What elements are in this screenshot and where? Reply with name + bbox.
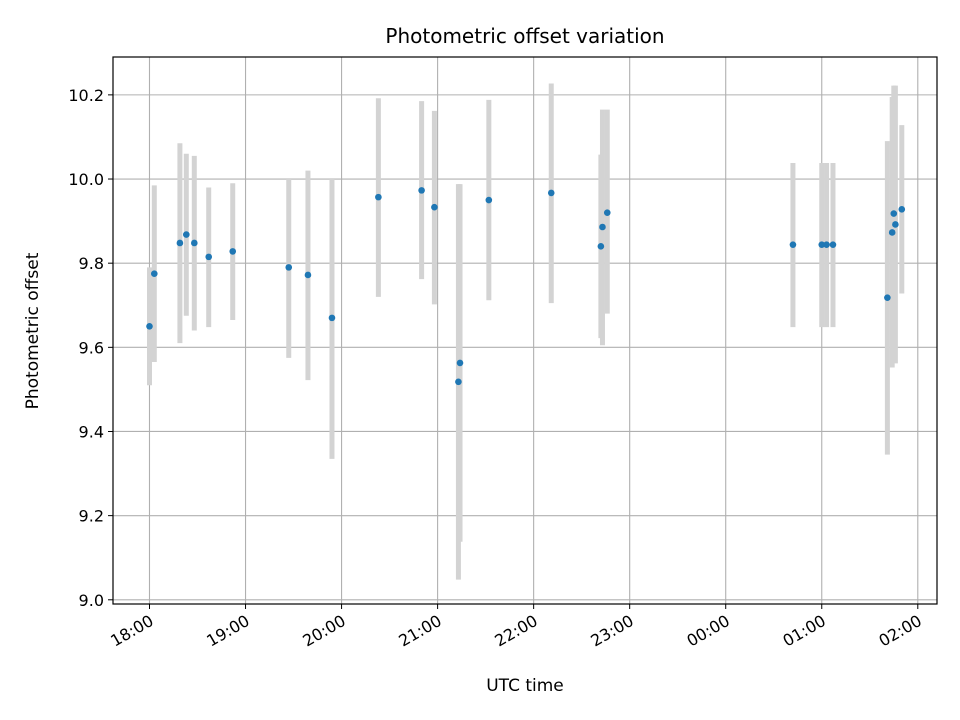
y-tick-label: 9.8 [79,254,104,273]
y-tick-label: 9.6 [79,338,104,357]
y-tick-label: 10.2 [68,86,104,105]
data-point [818,241,826,248]
data-point [191,239,198,247]
data-point [823,241,830,248]
y-axis-ticks: 9.0 9.2 9.4 9.6 9.8 10.0 10.2 [68,86,113,610]
chart-title: Photometric offset variation [385,24,664,48]
data-point [150,270,158,277]
plot-frame [112,56,938,605]
y-tick-label: 9.4 [79,422,104,441]
data-point [789,241,797,248]
data-point [176,239,184,247]
data-point [884,294,891,301]
data-point [597,243,605,250]
data-point [183,231,190,238]
data-point [603,209,611,216]
y-tick-label: 9.2 [79,507,104,526]
data-points [146,187,906,386]
y-tick-label: 10.0 [68,170,104,189]
data-point [599,223,606,231]
data-point [146,322,153,330]
data-point [890,210,898,217]
data-point [485,196,493,204]
data-point [418,187,425,194]
x-axis-label: UTC time [486,676,564,696]
data-point [304,271,312,279]
data-point [375,193,382,201]
data-point [328,314,336,322]
y-axis-label: Photometric offset [23,252,43,409]
data-point [898,206,906,213]
data-point [455,378,462,386]
data-point [892,221,899,228]
data-point [205,253,213,261]
data-point [431,203,438,211]
data-point [456,359,464,367]
y-tick-label: 9.0 [79,591,104,610]
data-point [229,248,237,255]
data-point [829,241,837,248]
grid [113,57,937,604]
data-point [547,189,555,197]
data-point [888,229,896,236]
data-point [285,264,293,271]
